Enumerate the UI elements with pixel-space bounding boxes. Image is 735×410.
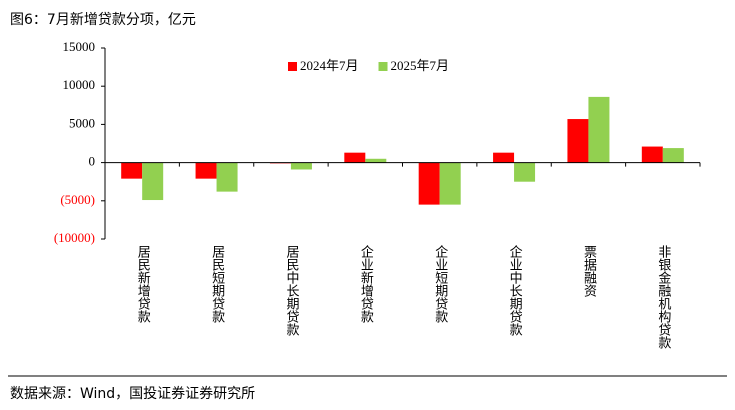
bar bbox=[365, 158, 387, 163]
bar bbox=[195, 162, 217, 179]
x-tick-label: 非银金融机构贷款 bbox=[655, 245, 671, 349]
bar bbox=[493, 152, 515, 163]
bar bbox=[567, 119, 589, 163]
bar bbox=[514, 162, 536, 182]
x-tick-label: 企业新增贷款 bbox=[358, 244, 374, 323]
chart-title: 图6：7月新增贷款分项，亿元 bbox=[10, 12, 196, 28]
legend-label: 2025年7月 bbox=[391, 58, 450, 73]
x-tick-label: 企业中长期贷款 bbox=[507, 244, 523, 336]
bar bbox=[662, 148, 684, 163]
legend-label: 2024年7月 bbox=[300, 58, 359, 73]
source-note: 数据来源：Wind，国投证券证券研究所 bbox=[10, 386, 255, 402]
bar bbox=[418, 162, 440, 205]
bar bbox=[439, 162, 461, 205]
bar bbox=[216, 162, 238, 192]
y-tick-label: (10000) bbox=[54, 230, 95, 245]
x-tick-label: 居民中长期贷款 bbox=[283, 245, 299, 336]
bar bbox=[344, 152, 366, 163]
legend-swatch bbox=[378, 62, 388, 71]
bar bbox=[588, 96, 610, 163]
bar bbox=[290, 162, 312, 170]
x-tick-label: 票据融资 bbox=[581, 245, 597, 297]
y-tick-label: (5000) bbox=[60, 192, 95, 207]
x-tick-label: 居民新增贷款 bbox=[135, 245, 151, 323]
y-tick-label: 0 bbox=[89, 154, 96, 169]
bar bbox=[121, 162, 143, 179]
bar bbox=[641, 146, 663, 163]
x-tick-label: 企业短期贷款 bbox=[432, 244, 448, 323]
x-tick-label: 居民短期贷款 bbox=[209, 245, 225, 323]
y-tick-label: 10000 bbox=[63, 77, 96, 92]
y-tick-label: 15000 bbox=[63, 39, 96, 54]
bar bbox=[142, 162, 164, 201]
legend-swatch bbox=[288, 62, 297, 71]
y-tick-label: 5000 bbox=[69, 115, 95, 130]
